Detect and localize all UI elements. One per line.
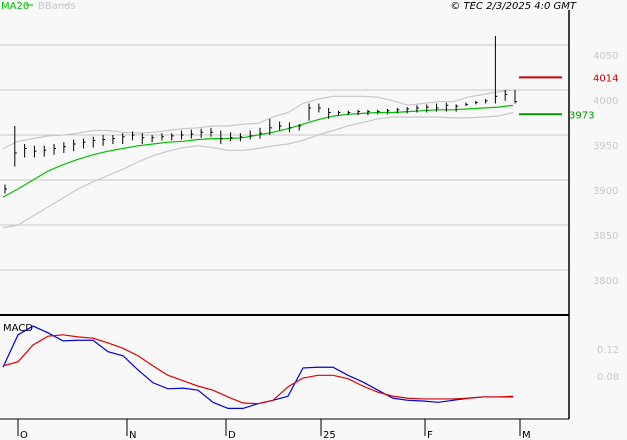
copyright-text: © TEC 2/3/2025 4:0 GMT xyxy=(450,1,577,12)
price-bar xyxy=(514,90,517,104)
price-bar xyxy=(475,100,478,105)
price-bar xyxy=(102,135,106,146)
price-bar xyxy=(33,145,37,158)
price-bar xyxy=(367,109,370,116)
price-bar xyxy=(288,122,292,133)
price-bar xyxy=(347,110,351,116)
price-bar xyxy=(298,124,302,131)
price-bar xyxy=(337,110,341,116)
price-bars xyxy=(4,36,517,194)
time-tick-label: F xyxy=(427,430,433,440)
macd-line xyxy=(2,325,513,409)
price-tick-label: 3800 xyxy=(593,276,618,287)
marker-label: 3973 xyxy=(569,110,594,121)
price-bar xyxy=(63,142,66,153)
price-bar xyxy=(161,133,164,141)
price-bar xyxy=(406,107,410,114)
price-tick-label: 3900 xyxy=(593,186,618,197)
ma20 xyxy=(2,104,514,198)
price-bar xyxy=(396,108,400,114)
price-bar xyxy=(132,131,135,141)
price-bar xyxy=(249,130,253,140)
time-tick-label: M xyxy=(522,430,531,440)
price-bar xyxy=(318,103,321,113)
price-bar xyxy=(416,105,419,113)
price-bar xyxy=(455,104,459,112)
price-bar xyxy=(151,135,155,143)
time-axis-labels: O N D 25 F M xyxy=(17,419,531,440)
price-bar xyxy=(171,133,174,141)
bollinger-bands xyxy=(2,89,514,229)
price-tick-label: 4000 xyxy=(593,96,618,107)
price-bar xyxy=(308,103,312,121)
macd-title: MACD xyxy=(3,323,33,334)
price-bar xyxy=(279,121,282,131)
price-bar xyxy=(73,139,76,152)
price-bar xyxy=(357,109,361,116)
price-bar xyxy=(4,184,7,194)
price-bar xyxy=(210,127,213,137)
bband-upper xyxy=(2,89,514,150)
legend-ma20: MA20 xyxy=(1,1,29,12)
price-bar xyxy=(43,145,47,157)
price-bar xyxy=(426,104,429,113)
macd-tick-label: 0.08 xyxy=(597,372,619,383)
price-bar xyxy=(92,136,96,148)
price-bar xyxy=(24,144,27,158)
time-tick-label: O xyxy=(20,430,28,440)
price-bar xyxy=(494,36,498,104)
price-bar xyxy=(485,99,488,104)
marker-label: 4014 xyxy=(593,73,618,84)
price-tick-label: 4050 xyxy=(593,51,618,62)
price-bar xyxy=(504,90,508,101)
price-bar xyxy=(141,133,145,144)
price-tick-label: 3950 xyxy=(593,141,618,152)
signal-line xyxy=(2,334,514,405)
price-bar xyxy=(82,138,86,149)
price-bar xyxy=(436,103,439,112)
time-tick-label: N xyxy=(129,430,136,440)
last-value-markers: 4014 3973 xyxy=(519,73,618,121)
ma20-line xyxy=(2,104,514,198)
price-bar xyxy=(112,135,115,144)
price-grid xyxy=(0,44,569,271)
price-bar xyxy=(328,108,331,119)
price-bar xyxy=(181,130,184,140)
price-bar xyxy=(269,118,272,135)
price-bar xyxy=(465,102,468,107)
macd-tick-label: 0.12 xyxy=(597,345,619,356)
price-bar xyxy=(122,133,125,144)
price-bar xyxy=(445,102,449,112)
legend-bbands: BBands xyxy=(38,1,76,12)
price-bar xyxy=(14,126,17,167)
bband-lower xyxy=(2,111,514,229)
price-bar xyxy=(220,130,223,144)
price-bar xyxy=(377,109,380,115)
price-bar xyxy=(230,132,233,142)
price-bar xyxy=(200,128,204,138)
price-bar xyxy=(53,144,57,155)
price-axis-labels: 4050 4000 3950 3900 3850 3800 0.12 0.08 xyxy=(593,51,619,383)
price-bar xyxy=(190,129,194,139)
price-tick-label: 3850 xyxy=(593,231,618,242)
macd-panel xyxy=(2,325,514,409)
time-tick-label: D xyxy=(228,430,236,440)
price-bar xyxy=(239,133,243,142)
time-tick-label: 25 xyxy=(323,430,336,440)
price-bar xyxy=(259,127,262,139)
price-bar xyxy=(387,108,390,115)
